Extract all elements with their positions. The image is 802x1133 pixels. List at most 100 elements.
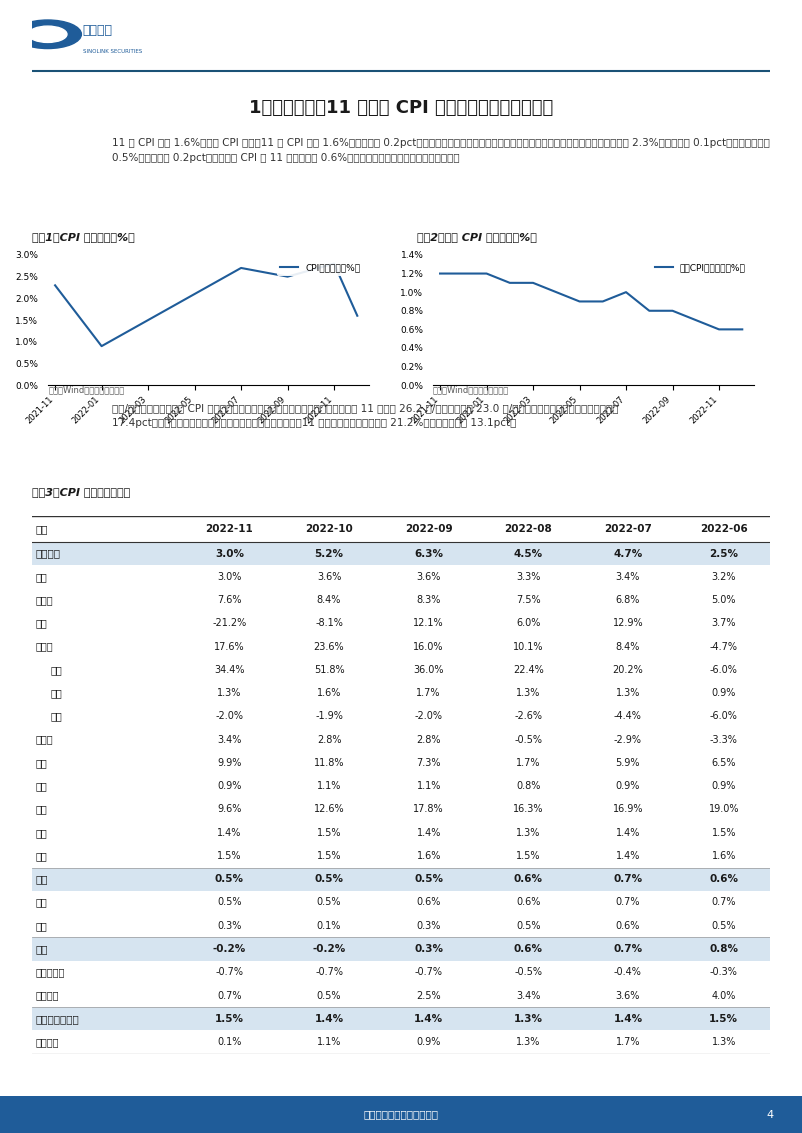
Text: 1.3%: 1.3%: [217, 688, 241, 698]
Bar: [0, 1096, 802, 1133]
Text: -6.0%: -6.0%: [710, 712, 738, 722]
Text: 51.8%: 51.8%: [314, 665, 344, 675]
Text: 0.3%: 0.3%: [416, 921, 441, 930]
Text: 0.5%: 0.5%: [711, 921, 736, 930]
Text: 1.4%: 1.4%: [314, 1014, 343, 1024]
Bar: [32, 868, 770, 891]
Text: 8.4%: 8.4%: [616, 641, 640, 651]
Text: 0.9%: 0.9%: [217, 781, 241, 791]
Text: 粮食: 粮食: [36, 572, 47, 581]
Text: 10.1%: 10.1%: [513, 641, 544, 651]
Text: 1.3%: 1.3%: [516, 828, 541, 837]
Text: 图表1：CPI 当月同比（%）: 图表1：CPI 当月同比（%）: [32, 232, 135, 242]
Bar: [32, 729, 770, 751]
Text: 6.8%: 6.8%: [616, 595, 640, 605]
Text: 1.5%: 1.5%: [217, 851, 241, 861]
Bar: [32, 705, 770, 729]
Text: 2022-10: 2022-10: [306, 523, 353, 534]
Text: 1.7%: 1.7%: [516, 758, 541, 768]
Text: 4.7%: 4.7%: [614, 548, 642, 559]
Text: 19.0%: 19.0%: [708, 804, 739, 815]
Bar: [32, 681, 770, 705]
Text: 6.3%: 6.3%: [414, 548, 444, 559]
Text: 16.3%: 16.3%: [513, 804, 544, 815]
Text: 11 月 CPI 同增 1.6%，核心 CPI 持平。11 月 CPI 同增 1.6%，环比下降 0.2pct，主要受猪肉价格环比回落影响，下行趋势明显。分项来: 11 月 CPI 同增 1.6%，核心 CPI 持平。11 月 CPI 同增 1…: [112, 138, 770, 163]
Text: 生活用品及服务: 生活用品及服务: [36, 1014, 79, 1024]
Text: 0.9%: 0.9%: [711, 688, 736, 698]
Text: 9.6%: 9.6%: [217, 804, 241, 815]
Text: 3.4%: 3.4%: [516, 990, 541, 1000]
Bar: [32, 751, 770, 775]
Text: 1.3%: 1.3%: [516, 688, 541, 698]
Text: -0.5%: -0.5%: [514, 968, 542, 978]
Text: 7.3%: 7.3%: [416, 758, 441, 768]
Text: 3.7%: 3.7%: [711, 619, 736, 629]
Bar: [32, 798, 770, 821]
Text: 0.3%: 0.3%: [414, 944, 444, 954]
Text: 3.4%: 3.4%: [616, 572, 640, 581]
Text: 7.6%: 7.6%: [217, 595, 241, 605]
Text: 7.5%: 7.5%: [516, 595, 541, 605]
Text: -0.7%: -0.7%: [315, 968, 343, 978]
Text: 2.8%: 2.8%: [416, 734, 441, 744]
Text: 奶类: 奶类: [36, 781, 47, 791]
Text: 0.7%: 0.7%: [616, 897, 640, 908]
Text: 图表2：核心 CPI 当月同比（%）: 图表2：核心 CPI 当月同比（%）: [417, 232, 537, 242]
Text: 0.6%: 0.6%: [516, 897, 541, 908]
Text: 3.0%: 3.0%: [217, 572, 241, 581]
Text: 0.8%: 0.8%: [709, 944, 739, 954]
Text: 来源：Wind，国金证券研究所: 来源：Wind，国金证券研究所: [433, 386, 509, 394]
Text: 2022-06: 2022-06: [700, 523, 747, 534]
Text: 1.5%: 1.5%: [709, 1014, 739, 1024]
Text: 1.6%: 1.6%: [711, 851, 736, 861]
Text: 17.6%: 17.6%: [214, 641, 245, 651]
Text: 20.2%: 20.2%: [613, 665, 643, 675]
Text: -0.7%: -0.7%: [415, 968, 443, 978]
Text: SINOLINK SECURITIES: SINOLINK SECURITIES: [83, 49, 142, 53]
Text: 0.7%: 0.7%: [711, 897, 736, 908]
Text: -0.7%: -0.7%: [216, 968, 244, 978]
Text: 0.9%: 0.9%: [416, 1037, 441, 1047]
Bar: [32, 914, 770, 937]
Text: 23.6%: 23.6%: [314, 641, 344, 651]
Bar: [32, 844, 770, 868]
Text: 1、市场观点：11 月核心 CPI 持平，疫情修复行情启动: 1、市场观点：11 月核心 CPI 持平，疫情修复行情启动: [249, 99, 553, 117]
Text: 鲜果: 鲜果: [36, 804, 47, 815]
Text: 17.8%: 17.8%: [413, 804, 444, 815]
Text: 猪肉/鲜菜价格回落，带动 CPI 下行。具体来看，随着猪周期价格逐步见顶回落，已从 11 月初的 26.2 元/公斤下降至约 23.0 元/公斤，导致猪肉价格同: 猪肉/鲜菜价格回落，带动 CPI 下行。具体来看，随着猪周期价格逐步见顶回落，已…: [112, 403, 619, 428]
Text: 1.7%: 1.7%: [616, 1037, 640, 1047]
Text: -6.0%: -6.0%: [710, 665, 738, 675]
Text: 卷烟: 卷烟: [36, 828, 47, 837]
Text: 0.7%: 0.7%: [217, 990, 241, 1000]
Text: 水电燃料: 水电燃料: [36, 990, 59, 1000]
Legend: CPI当月同比（%）: CPI当月同比（%）: [277, 259, 364, 275]
Text: 敬请参阅最后一页特别声明: 敬请参阅最后一页特别声明: [363, 1109, 439, 1119]
Text: 服装: 服装: [36, 897, 47, 908]
Text: -2.0%: -2.0%: [216, 712, 244, 722]
Text: 16.0%: 16.0%: [413, 641, 444, 651]
Text: 1.4%: 1.4%: [614, 1014, 642, 1024]
Text: 1.3%: 1.3%: [616, 688, 640, 698]
Text: 蛋类: 蛋类: [36, 758, 47, 768]
Text: 0.7%: 0.7%: [614, 944, 642, 954]
Text: 水产品: 水产品: [36, 734, 54, 744]
Text: 0.6%: 0.6%: [416, 897, 441, 908]
Text: 0.1%: 0.1%: [317, 921, 341, 930]
Text: 0.6%: 0.6%: [616, 921, 640, 930]
Bar: [32, 821, 770, 844]
Text: 0.5%: 0.5%: [317, 897, 342, 908]
Text: 0.5%: 0.5%: [215, 875, 244, 884]
Text: 家用器具: 家用器具: [36, 1037, 59, 1047]
Text: 8.3%: 8.3%: [416, 595, 441, 605]
Text: 12.6%: 12.6%: [314, 804, 344, 815]
Text: 1.4%: 1.4%: [616, 828, 640, 837]
Text: -0.2%: -0.2%: [313, 944, 346, 954]
Bar: [32, 1030, 770, 1054]
Text: 3.6%: 3.6%: [317, 572, 341, 581]
Text: 1.1%: 1.1%: [416, 781, 441, 791]
Text: 1.4%: 1.4%: [414, 1014, 444, 1024]
Text: 0.5%: 0.5%: [314, 875, 343, 884]
Bar: [32, 634, 770, 658]
Text: 大类: 大类: [36, 523, 48, 534]
Text: 0.8%: 0.8%: [516, 781, 541, 791]
